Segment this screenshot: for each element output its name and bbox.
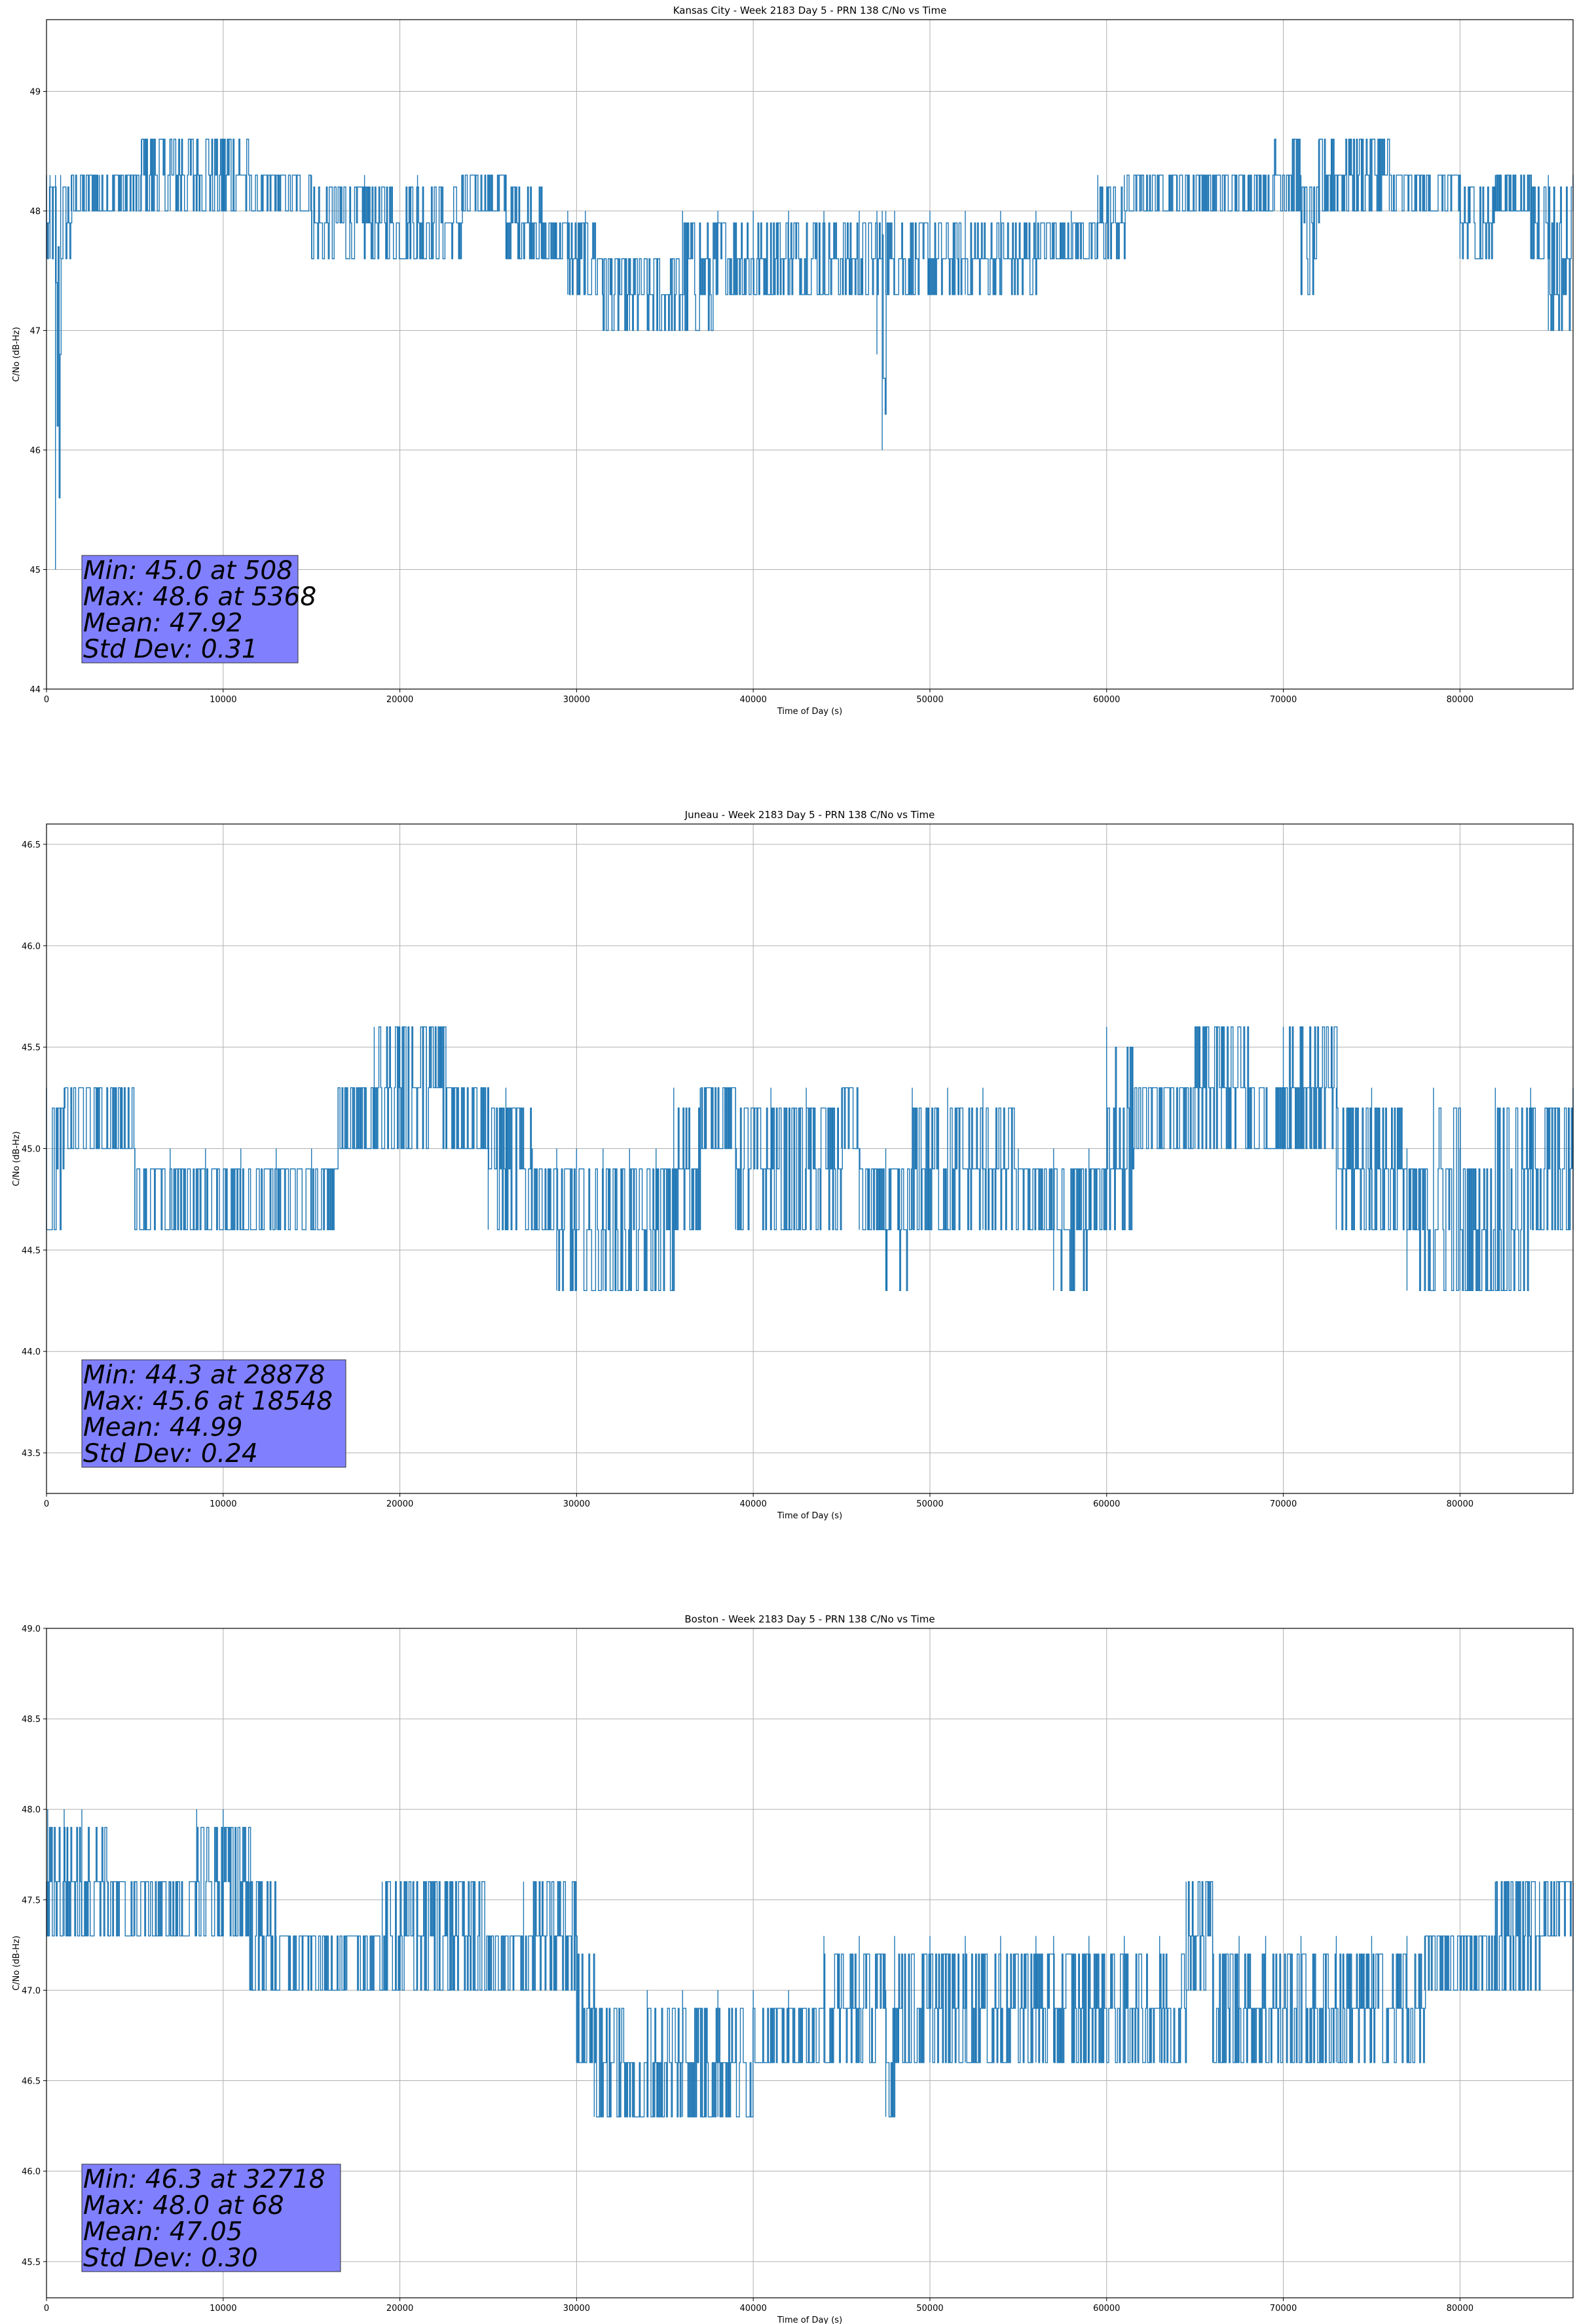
x-tick-label: 60000 xyxy=(1093,2304,1120,2314)
y-tick-label: 46.5 xyxy=(22,840,41,850)
stats-line: Mean: 47.92 xyxy=(83,609,242,638)
x-tick-label: 80000 xyxy=(1447,2304,1474,2314)
x-tick-label: 30000 xyxy=(563,695,590,705)
chart-title: Kansas City - Week 2183 Day 5 - PRN 138 … xyxy=(673,5,947,16)
y-tick-label: 45.0 xyxy=(22,1145,41,1155)
y-axis-label: C/No (dB-Hz) xyxy=(12,327,22,382)
y-axis-label: C/No (dB-Hz) xyxy=(12,1936,22,1991)
stats-box xyxy=(81,555,299,664)
stats-box xyxy=(81,1359,346,1468)
x-tick-label: 40000 xyxy=(739,2304,766,2314)
x-tick-label: 80000 xyxy=(1447,695,1474,705)
x-tick-label: 10000 xyxy=(210,2304,236,2314)
stats-line: Min: 45.0 at 508 xyxy=(83,556,293,586)
cno-series-fill xyxy=(46,1827,1572,2118)
cno-series-fill xyxy=(46,138,1572,498)
stats-line: Mean: 44.99 xyxy=(83,1413,242,1442)
x-tick-label: 0 xyxy=(44,2304,49,2314)
y-tick-label: 45.5 xyxy=(22,1043,41,1053)
x-tick-label: 40000 xyxy=(739,695,766,705)
x-axis-label: Time of Day (s) xyxy=(777,707,842,717)
y-tick-label: 49 xyxy=(29,88,41,98)
y-tick-label: 46.0 xyxy=(22,2167,41,2177)
stats-line: Std Dev: 0.31 xyxy=(83,635,258,664)
x-tick-label: 20000 xyxy=(386,1499,413,1509)
x-tick-label: 20000 xyxy=(386,2304,413,2314)
y-tick-label: 47.0 xyxy=(22,1986,41,1996)
stats-box xyxy=(81,2164,341,2272)
stats-line: Min: 44.3 at 28878 xyxy=(83,1360,325,1390)
x-tick-label: 30000 xyxy=(563,2304,590,2314)
y-tick-label: 46 xyxy=(29,446,41,456)
y-tick-label: 48.0 xyxy=(22,1805,41,1815)
stats-line: Max: 48.6 at 5368 xyxy=(83,582,316,612)
x-tick-label: 0 xyxy=(44,695,49,705)
y-tick-label: 44 xyxy=(29,685,41,695)
y-tick-label: 48 xyxy=(29,207,41,217)
x-tick-label: 10000 xyxy=(210,1499,236,1509)
cno-series-fill xyxy=(46,1026,1573,1291)
y-tick-label: 46.0 xyxy=(22,942,41,952)
x-tick-label: 60000 xyxy=(1093,695,1120,705)
y-tick-label: 47.5 xyxy=(22,1896,41,1905)
x-tick-label: 10000 xyxy=(210,695,236,705)
x-tick-label: 70000 xyxy=(1270,1499,1297,1509)
x-tick-label: 50000 xyxy=(916,695,943,705)
stats-line: Min: 46.3 at 32718 xyxy=(83,2165,325,2194)
stats-line: Max: 45.6 at 18548 xyxy=(83,1387,333,1416)
y-tick-label: 45 xyxy=(29,566,41,576)
x-tick-label: 50000 xyxy=(916,2304,943,2314)
chart-kansas-city: 0 10000 20000 30000 40000 50000 60000 70000 8000… xyxy=(12,5,1574,717)
x-axis-label: Time of Day (s) xyxy=(777,2315,842,2324)
y-tick-label: 48.5 xyxy=(22,1715,41,1725)
stats-line: Std Dev: 0.24 xyxy=(83,1439,258,1469)
x-tick-label: 80000 xyxy=(1447,1499,1474,1509)
chart-juneau: 0 10000 20000 30000 40000 50000 60000 70000 8000… xyxy=(12,809,1574,1521)
x-tick-label: 20000 xyxy=(386,695,413,705)
x-tick-label: 50000 xyxy=(916,1499,943,1509)
y-tick-label: 44.5 xyxy=(22,1246,41,1256)
y-tick-label: 44.0 xyxy=(22,1347,41,1357)
chart-title: Boston - Week 2183 Day 5 - PRN 138 C/No … xyxy=(684,1613,935,1625)
stats-line: Std Dev: 0.30 xyxy=(83,2243,258,2273)
x-axis-label: Time of Day (s) xyxy=(777,1511,842,1521)
y-tick-label: 43.5 xyxy=(22,1449,41,1459)
plot-frame xyxy=(46,19,1574,690)
y-tick-label: 49.0 xyxy=(22,1624,41,1634)
y-tick-label: 47 xyxy=(29,327,41,337)
y-tick-label: 46.5 xyxy=(22,2077,41,2087)
x-tick-label: 40000 xyxy=(739,1499,766,1509)
y-tick-label: 45.5 xyxy=(22,2258,41,2268)
chart-title: Juneau - Week 2183 Day 5 - PRN 138 C/No … xyxy=(684,809,935,821)
x-tick-label: 0 xyxy=(44,1499,49,1509)
stats-line: Max: 48.0 at 68 xyxy=(83,2191,284,2221)
plot-frame xyxy=(46,823,1574,1494)
chart-boston: 0 10000 20000 30000 40000 50000 60000 70000 8000… xyxy=(12,1613,1574,2324)
x-tick-label: 30000 xyxy=(563,1499,590,1509)
plot-frame xyxy=(46,1628,1574,2298)
stats-line: Mean: 47.05 xyxy=(83,2217,242,2247)
x-tick-label: 70000 xyxy=(1270,2304,1297,2314)
y-axis-label: C/No (dB-Hz) xyxy=(12,1131,22,1186)
x-tick-label: 70000 xyxy=(1270,695,1297,705)
x-tick-label: 60000 xyxy=(1093,1499,1120,1509)
